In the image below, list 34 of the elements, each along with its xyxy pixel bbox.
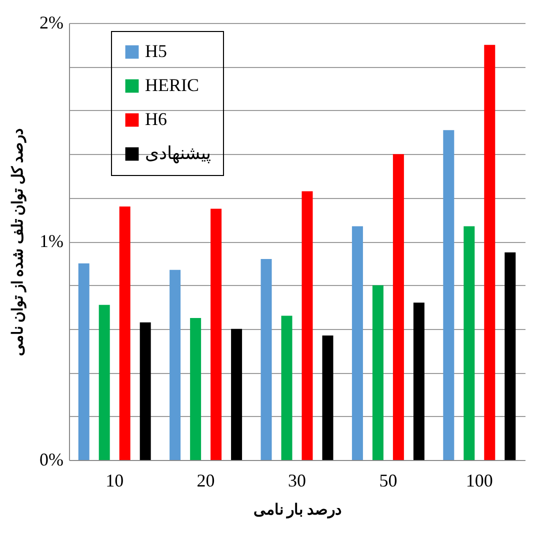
- bar: [78, 263, 90, 460]
- bar: [443, 130, 454, 460]
- bar: [322, 335, 334, 460]
- x-tick-label: 20: [196, 470, 215, 490]
- y-tick-label: 0%: [40, 450, 64, 470]
- y-axis-title: درصد کل توان تلف شده از توان نامی: [10, 128, 27, 356]
- bar: [372, 285, 384, 460]
- bar: [170, 270, 181, 460]
- bar: [484, 44, 496, 460]
- y-tick-label: 1%: [40, 231, 64, 251]
- legend-label: H6: [145, 109, 167, 129]
- x-axis-title: درصد بار نامی: [253, 502, 342, 518]
- bar: [98, 304, 110, 460]
- bar: [190, 318, 202, 460]
- x-tick-label: 30: [288, 470, 306, 490]
- bar: [302, 191, 313, 460]
- legend-label: HERIC: [145, 75, 199, 95]
- bar: [140, 322, 151, 460]
- bar: [352, 226, 363, 460]
- bar: [260, 258, 272, 460]
- x-tick-label: 50: [379, 470, 398, 490]
- bar: [281, 316, 292, 460]
- bar: [464, 226, 475, 460]
- bar: [231, 328, 242, 460]
- bar: [413, 302, 424, 460]
- bar: [210, 208, 222, 460]
- legend-label: H5: [145, 41, 167, 61]
- bar: [504, 252, 516, 460]
- legend-label: پیشنهادی: [145, 143, 211, 164]
- y-tick-label: 2%: [40, 12, 64, 32]
- bar: [392, 154, 404, 460]
- x-tick-label: 10: [106, 470, 124, 490]
- x-tick-label: 100: [466, 470, 493, 490]
- bar: [119, 206, 130, 460]
